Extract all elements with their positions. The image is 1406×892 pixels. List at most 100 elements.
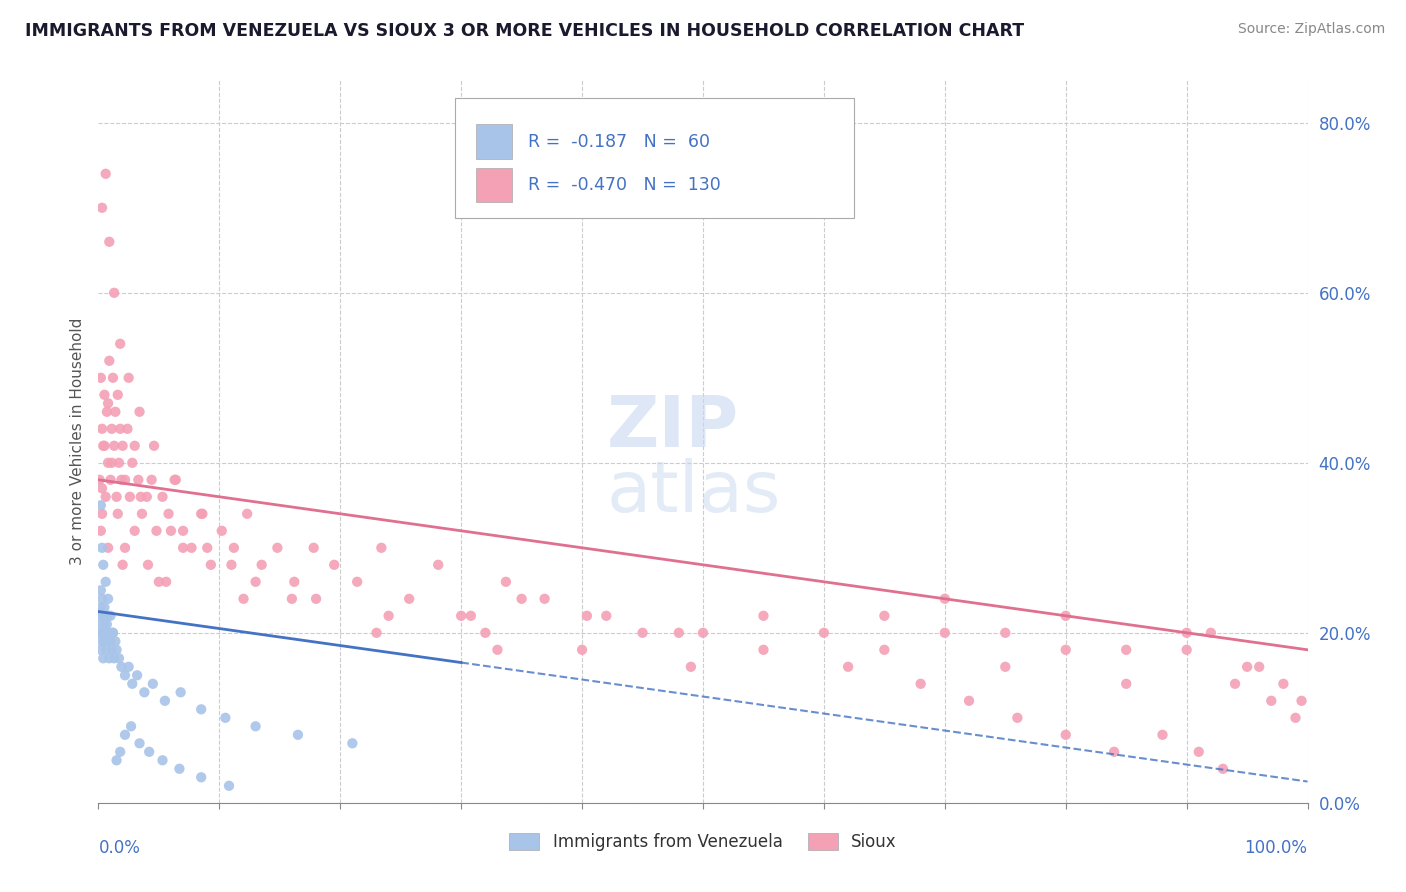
Point [692,625,714,640]
Point [157,507,180,521]
Point [103,439,125,453]
Point [934,591,956,606]
Point [287,728,309,742]
Y-axis label: 3 or more Vehicles in Household: 3 or more Vehicles in Household [70,318,86,566]
Point [141,473,163,487]
Point [1054,642,1077,657]
Point [460,608,482,623]
Point [366,625,388,640]
Point [191,507,214,521]
Point [266,541,288,555]
Point [934,625,956,640]
Point [152,753,174,767]
Point [90,642,112,657]
Point [323,558,346,572]
Point [108,745,131,759]
Point [218,779,240,793]
Point [90,524,112,538]
Point [98,625,121,640]
Point [124,524,146,538]
Point [190,507,212,521]
Point [128,736,150,750]
Point [172,524,194,538]
Point [114,728,136,742]
Point [342,736,364,750]
Point [97,634,120,648]
Point [93,634,115,648]
Legend: Immigrants from Venezuela, Sioux: Immigrants from Venezuela, Sioux [501,825,905,860]
Point [103,285,125,300]
Point [105,490,128,504]
Point [190,702,212,716]
Point [813,625,835,640]
Point [148,574,170,589]
Point [101,625,124,640]
Point [752,608,775,623]
Point [195,541,218,555]
Point [114,473,136,487]
Point [89,473,111,487]
Point [873,608,896,623]
Point [104,405,127,419]
Point [134,685,156,699]
Point [957,694,980,708]
Point [104,634,127,648]
Bar [475,124,512,159]
Point [131,507,153,521]
Point [575,608,598,623]
Point [89,625,111,640]
Point [127,668,149,682]
Point [510,591,533,606]
Point [96,642,118,657]
Point [118,371,141,385]
Point [91,201,114,215]
Point [1284,711,1306,725]
Point [100,473,122,487]
Point [1054,728,1077,742]
Point [91,507,114,521]
Point [108,336,131,351]
Point [127,473,149,487]
Point [93,439,115,453]
Point [136,558,159,572]
Point [91,591,114,606]
Point [121,456,143,470]
Point [93,600,115,615]
Point [94,490,117,504]
Point [91,651,114,665]
Point [873,642,896,657]
Point [370,541,392,555]
Point [90,600,112,615]
Point [377,608,399,623]
Point [165,473,187,487]
Point [118,660,141,674]
Point [91,617,114,632]
Point [1007,711,1029,725]
Point [94,167,117,181]
Point [101,371,124,385]
Point [114,541,136,555]
Point [135,490,157,504]
Point [94,574,117,589]
Point [495,574,517,589]
Point [145,524,167,538]
Point [398,591,420,606]
Point [96,617,118,632]
Point [121,677,143,691]
Point [595,608,617,623]
Point [103,651,125,665]
Point [571,642,593,657]
Point [94,608,117,623]
Point [91,541,114,555]
Point [163,473,186,487]
Point [1175,642,1198,657]
Point [107,507,129,521]
Point [994,625,1017,640]
Point [1249,660,1271,674]
Point [236,507,259,521]
Point [97,456,120,470]
Point [100,634,122,648]
Point [250,558,273,572]
Point [160,524,183,538]
Point [143,439,166,453]
